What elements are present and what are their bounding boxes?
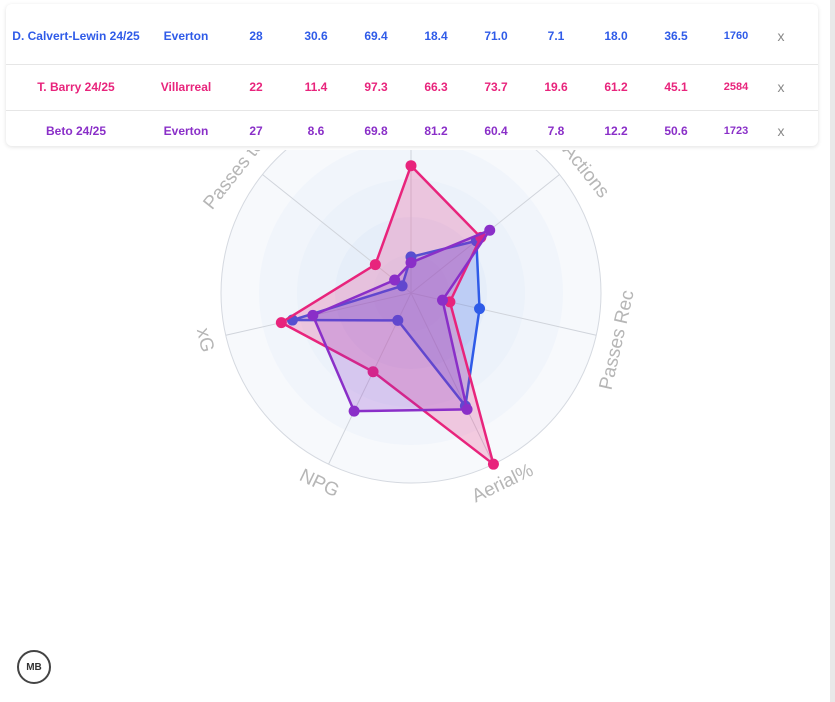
- minutes-value: 2584: [723, 80, 749, 93]
- stat-value: 18.4: [424, 28, 448, 43]
- data-point: [405, 257, 417, 269]
- stat-value: 22: [249, 79, 263, 94]
- data-point: [484, 224, 496, 236]
- data-point: [487, 458, 499, 470]
- stat-value: 50.6: [664, 123, 688, 138]
- stat-value: 27: [249, 123, 263, 138]
- stat-value: 60.4: [484, 123, 508, 138]
- stat-value: 73.7: [484, 79, 508, 94]
- stat-value: 61.2: [604, 79, 628, 94]
- stat-value: 28: [249, 28, 263, 43]
- player-team: Everton: [163, 28, 209, 43]
- stat-value: 69.4: [364, 28, 388, 43]
- data-point: [396, 280, 408, 292]
- stat-value: 69.8: [364, 123, 388, 138]
- data-point: [389, 274, 401, 286]
- minutes-value: 1723: [723, 124, 749, 137]
- data-point: [348, 405, 360, 417]
- data-point: [307, 309, 319, 321]
- player-name[interactable]: D. Calvert-Lewin 24/25: [12, 28, 140, 43]
- remove-player-button[interactable]: x: [777, 78, 785, 95]
- stat-value: 66.3: [424, 79, 448, 94]
- remove-player-button[interactable]: x: [777, 122, 785, 139]
- stat-value: 12.2: [604, 123, 628, 138]
- series-area: [280, 164, 495, 466]
- axis-label: Passes Rec: [596, 288, 639, 392]
- data-point: [367, 366, 379, 378]
- stat-value: 45.1: [664, 79, 688, 94]
- comparison-table: D. Calvert-Lewin 24/25 Everton 28 30.6 6…: [6, 4, 818, 146]
- table-row: D. Calvert-Lewin 24/25 Everton 28 30.6 6…: [6, 8, 818, 65]
- stat-value: 97.3: [364, 79, 388, 94]
- player-team: Everton: [163, 123, 209, 138]
- data-point: [275, 317, 287, 329]
- axis-spoke: [262, 174, 412, 294]
- scrollbar-track[interactable]: [830, 0, 835, 702]
- stat-value: 30.6: [304, 28, 328, 43]
- data-point: [474, 303, 486, 315]
- axis-label: xG: [192, 326, 218, 354]
- data-point: [436, 294, 448, 306]
- table-row: T. Barry 24/25 Villarreal 22 11.4 97.3 6…: [6, 64, 818, 111]
- axis-spoke: [410, 292, 494, 465]
- axis-label: NPG: [296, 465, 342, 502]
- stat-value: 7.1: [547, 28, 565, 43]
- stat-value: 36.5: [664, 28, 688, 43]
- stat-value: 18.0: [604, 28, 628, 43]
- data-point: [405, 160, 417, 172]
- stat-value: 11.4: [304, 79, 328, 94]
- axis-spoke: [410, 174, 560, 294]
- series-area: [311, 228, 491, 413]
- data-point: [369, 259, 381, 271]
- stat-value: 7.8: [547, 123, 565, 138]
- series-area: [291, 239, 481, 408]
- table-row: Beto 24/25 Everton 27 8.6 69.8 81.2 60.4…: [6, 110, 818, 152]
- player-team: Villarreal: [160, 79, 212, 94]
- site-logo: MB: [17, 650, 51, 684]
- stat-value: 8.6: [307, 123, 325, 138]
- player-name[interactable]: T. Barry 24/25: [37, 79, 115, 94]
- stat-value: 81.2: [424, 123, 448, 138]
- data-point: [461, 403, 473, 415]
- stat-value: 71.0: [484, 28, 508, 43]
- stat-value: 19.6: [544, 79, 568, 94]
- minutes-value: 1760: [723, 29, 749, 42]
- data-point: [392, 314, 404, 326]
- player-name[interactable]: Beto 24/25: [45, 123, 107, 138]
- remove-player-button[interactable]: x: [777, 27, 785, 44]
